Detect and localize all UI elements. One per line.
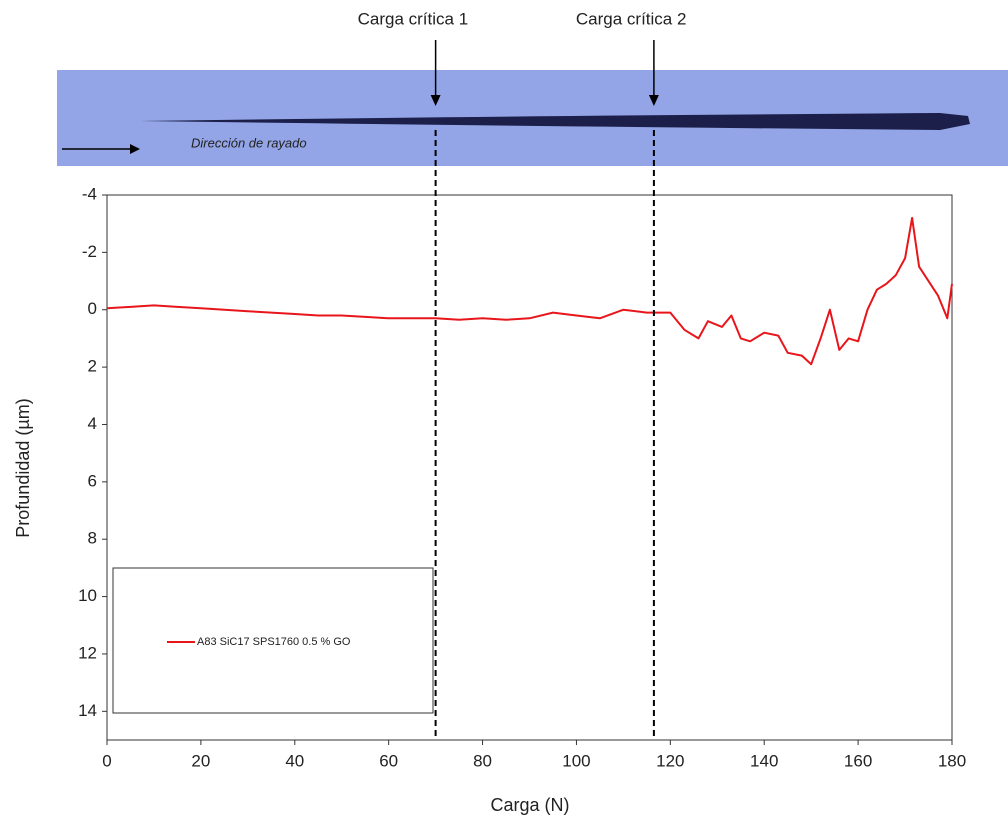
direction-arrow-head	[130, 144, 140, 154]
critical-load-label: Carga crítica 1	[358, 9, 469, 28]
x-tick-label: 0	[102, 751, 111, 770]
legend-label: A83 SiC17 SPS1760 0.5 % GO	[197, 636, 351, 648]
x-tick-label: 40	[285, 751, 304, 770]
scratch-track	[140, 113, 970, 130]
x-tick-label: 20	[191, 751, 210, 770]
legend-box	[112, 567, 434, 714]
y-tick-label: 10	[78, 586, 97, 605]
x-tick-label: 60	[379, 751, 398, 770]
y-tick-label: 14	[78, 701, 97, 720]
y-tick-label: -2	[82, 242, 97, 261]
x-tick-label: 180	[938, 751, 966, 770]
critical-load-label: Carga crítica 2	[576, 9, 687, 28]
y-tick-label: 6	[88, 471, 97, 490]
y-tick-label: 4	[88, 414, 97, 433]
x-tick-label: 80	[473, 751, 492, 770]
x-tick-label: 100	[562, 751, 590, 770]
x-tick-label: 160	[844, 751, 872, 770]
critical-load-arrow-head	[430, 95, 441, 106]
y-tick-label: 2	[88, 357, 97, 376]
y-tick-label: -4	[82, 184, 97, 203]
x-tick-label: 140	[750, 751, 778, 770]
data-line	[106, 216, 953, 366]
x-tick-label: 120	[656, 751, 684, 770]
y-tick-label: 8	[88, 529, 97, 548]
critical-load-arrow-head	[648, 95, 659, 106]
x-axis-label: Carga (N)	[490, 795, 569, 815]
y-tick-label: 0	[88, 299, 97, 318]
y-tick-label: 12	[78, 643, 97, 662]
plot-frame	[106, 194, 953, 741]
strip-label: Dirección de rayado	[191, 135, 307, 150]
y-axis-label: Profundidad (µm)	[13, 398, 33, 537]
